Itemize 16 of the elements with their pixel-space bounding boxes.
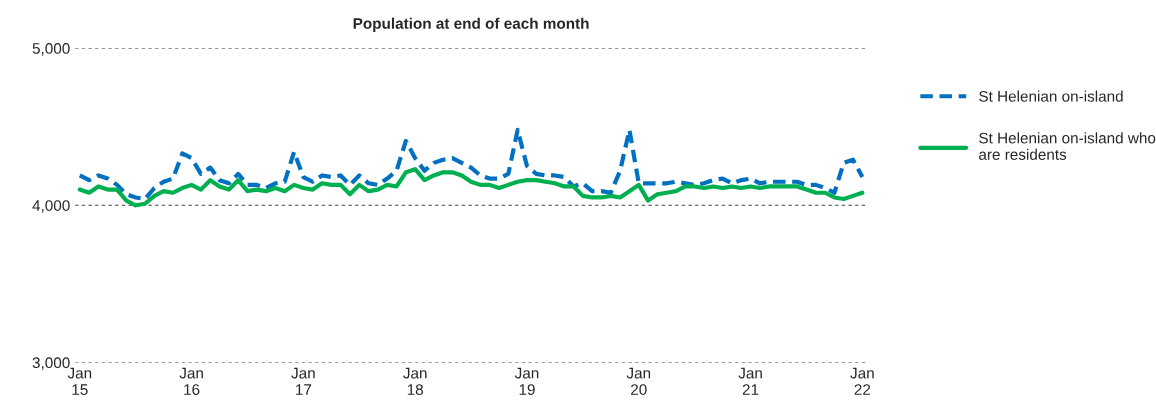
y-tick-label: 5,000 (32, 43, 70, 56)
x-tick-label: Jan 16 (179, 367, 203, 395)
x-tick-label: Jan 22 (850, 367, 874, 395)
y-tick-label: 4,000 (32, 200, 70, 213)
x-tick-label: Jan 19 (514, 367, 539, 395)
x-tick-label: Jan 20 (626, 367, 651, 395)
chart-title: Population at end of each month (353, 17, 589, 32)
x-tick-label: Jan 17 (291, 367, 315, 395)
y-tick-label: 3,000 (32, 357, 70, 370)
x-tick-label: Jan 15 (67, 367, 92, 395)
x-tick-label: Jan 21 (738, 367, 762, 395)
legend-label: St Helenian on-island (979, 90, 1123, 102)
line-series (77, 167, 865, 208)
line-series (77, 127, 865, 202)
x-tick-label: Jan 18 (403, 367, 427, 395)
legend-label: St Helenian on-island who are residents (979, 132, 1156, 160)
